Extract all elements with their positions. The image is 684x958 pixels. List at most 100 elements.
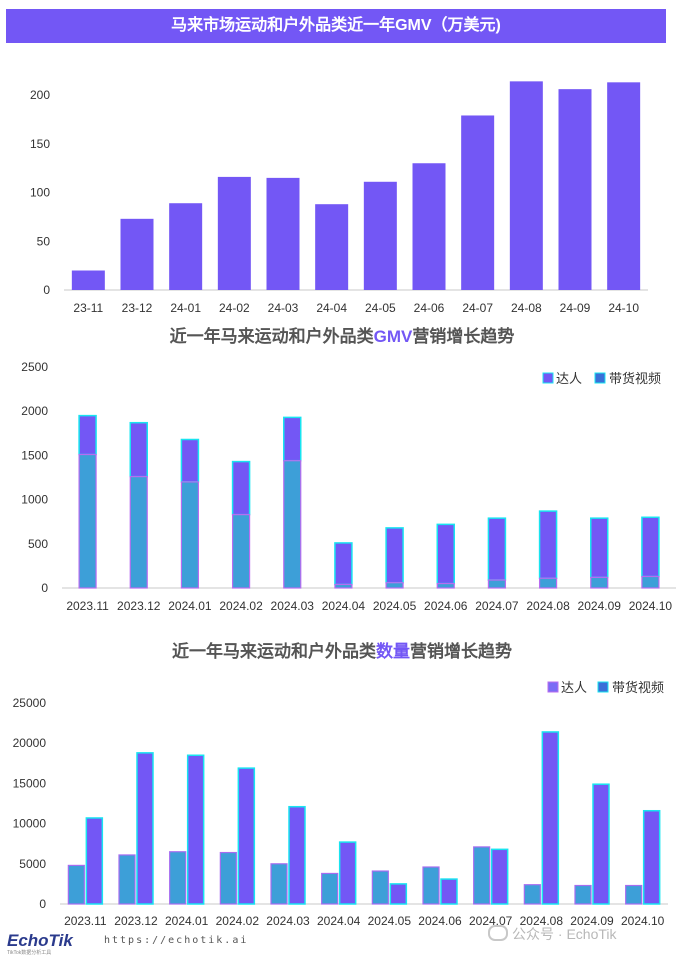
y-tick-label: 1000 [21,493,48,507]
video-count-bar [440,878,458,905]
x-tick-label: 2024.03 [271,599,315,613]
legend-label-video: 带货视频 [612,680,664,696]
legend-label-kol: 达人 [561,681,587,696]
y-tick-label: 0 [41,581,48,595]
x-tick-label: 2024.01 [168,599,212,613]
legend-label-video: 带货视频 [609,371,661,387]
y-tick-label: 2000 [21,404,48,418]
video-bar-segment [231,514,251,589]
page-title-banner: 马来市场运动和户外品类近一年GMV（万美元) [6,9,666,43]
x-tick-label: 2024.05 [373,599,417,613]
video-count-bar [237,767,256,905]
y-tick-label: 500 [28,537,48,551]
video-count-bar [288,805,306,905]
x-tick-label: 2024.04 [322,599,366,613]
x-tick-label: 2024.02 [219,599,263,613]
x-tick-label: 24-06 [414,301,445,315]
video-count-bar [541,731,560,905]
y-tick-label: 20000 [13,736,47,750]
legend-swatch-video [597,681,609,693]
gmv-bar [412,163,446,290]
kol-count-bar [67,864,85,905]
kol-count-bar [169,851,187,905]
video-bar-segment [283,460,302,589]
chart2-title: 近一年马来运动和户外品类GMV营销增长趋势 [0,322,684,347]
kol-count-bar [574,884,592,905]
legend-swatch-kol [542,372,554,384]
x-tick-label: 2024.05 [368,914,412,928]
y-tick-label: 0 [43,283,50,297]
y-tick-label: 200 [30,88,50,102]
video-bar-segment [641,575,660,589]
y-tick-label: 10000 [13,817,47,831]
video-bar-segment [334,583,353,589]
x-tick-label: 2024.09 [570,914,614,928]
x-tick-label: 2023.12 [114,914,158,928]
video-bar-segment [487,579,507,589]
chart2-title-part3: 营销增长趋势 [412,327,515,346]
x-tick-label: 2023.11 [64,914,107,928]
y-tick-label: 150 [30,137,50,151]
video-bar-segment [385,582,404,589]
x-tick-label: 2024.01 [165,914,209,928]
kol-count-bar [523,884,541,905]
watermark-text: 公众号 · EchoTik [512,926,617,942]
kol-bar-segment [538,510,558,580]
logo-subtext: TikTok数据分析工具 [7,950,52,956]
kol-bar-segment [129,421,148,478]
x-tick-label: 24-04 [316,301,347,315]
kol-count-bar [371,870,389,905]
x-tick-label: 24-09 [560,301,591,315]
x-tick-label: 2024.06 [418,914,462,928]
kol-bar-segment [641,516,660,578]
logo-text: EchoTik [7,931,73,950]
count-marketing-grouped-chart: 0 5000 10000 15000 20000 25000 2023.11 2023.12 2… [13,680,668,928]
x-tick-label: 23-12 [122,301,153,315]
legend-swatch-video [594,372,606,384]
x-tick-label: 2024.07 [475,599,519,613]
x-tick-label: 2024.06 [424,599,468,613]
x-tick-label: 2024.04 [317,914,361,928]
kol-bar-segment [78,414,97,456]
video-bar-segment [590,576,609,589]
kol-bar-segment [436,523,455,585]
x-tick-label: 2024.08 [520,914,564,928]
x-tick-label: 2024.09 [578,599,622,613]
chart3-title: 近一年马来运动和户外品类数量营销增长趋势 [0,637,684,662]
kol-bar-segment [180,438,200,483]
kol-count-bar [118,854,136,905]
kol-count-bar [473,846,491,905]
kol-count-bar [270,863,288,905]
video-count-bar [186,754,205,905]
kol-count-bar [625,884,643,905]
video-bar-segment [78,453,97,589]
page-title: 马来市场运动和户外品类近一年GMV（万美元) [171,17,501,34]
gmv-bar [461,115,495,290]
x-tick-label: 24-01 [170,301,201,315]
kol-count-bar [219,851,237,905]
x-tick-label: 2024.03 [266,914,310,928]
gmv-bar [509,81,543,290]
kol-bar-segment [334,542,353,586]
video-bar-segment [436,582,455,589]
y-tick-label: 50 [37,234,51,248]
footer-url: https://echotik.ai [104,935,249,946]
chart2-title-part1: 近一年马来运动和户外品类 [169,327,374,346]
x-tick-label: 24-02 [219,301,250,315]
kol-bar-segment [487,517,507,581]
x-tick-label: 24-05 [365,301,396,315]
gmv-marketing-stacked-chart: 0 500 1000 1500 2000 2500 2023.11 2023.12 2024.0… [21,360,676,613]
video-count-bar [642,809,661,905]
y-tick-label: 25000 [13,696,47,710]
x-tick-label: 2024.07 [469,914,513,928]
video-count-bar [592,783,610,905]
video-count-bar [338,841,357,905]
x-tick-label: 2023.11 [66,599,109,613]
y-tick-label: 5000 [19,857,46,871]
echotik-logo: EchoTik TikTok数据分析工具 [7,931,73,956]
gmv-bar [266,177,300,290]
kol-count-bar [422,866,440,905]
chart3-title-part3: 营销增长趋势 [410,642,512,661]
chart3-title-part1: 近一年马来运动和户外品类 [172,642,376,661]
video-count-bar [85,817,104,905]
